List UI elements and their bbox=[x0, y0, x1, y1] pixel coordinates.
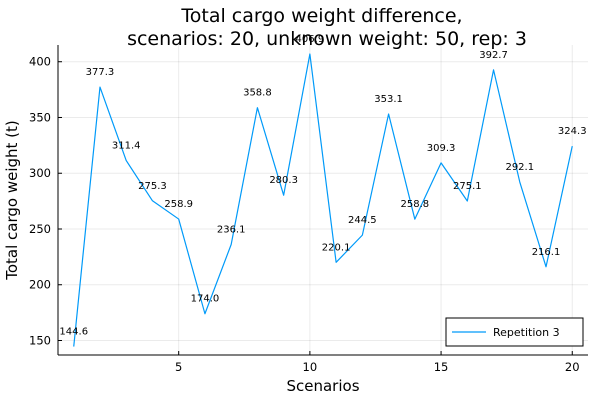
x-tick-label: 10 bbox=[303, 360, 318, 374]
data-label: 406.9 bbox=[296, 34, 325, 45]
y-tick-label: 400 bbox=[29, 55, 51, 69]
y-axis-label: Total cargo weight (t) bbox=[3, 120, 21, 281]
data-label: 377.3 bbox=[86, 67, 115, 78]
tick-labels: 5 10 15 20 150 200 250 300 350 400 bbox=[29, 55, 580, 374]
x-tick-label: 15 bbox=[434, 360, 449, 374]
axes bbox=[57, 45, 588, 356]
x-tick-label: 5 bbox=[175, 360, 182, 374]
y-tick-label: 300 bbox=[29, 166, 51, 180]
chart-title-line-1: Total cargo weight difference, bbox=[180, 5, 462, 27]
data-label: 275.3 bbox=[138, 181, 167, 192]
legend: Repetition 3 bbox=[445, 317, 584, 347]
series-layer bbox=[73, 53, 573, 347]
data-label: 174.0 bbox=[191, 294, 220, 305]
y-tick-label: 250 bbox=[29, 222, 51, 236]
data-label: 275.1 bbox=[453, 181, 482, 192]
data-label: 358.8 bbox=[243, 88, 272, 99]
x-axis-label: Scenarios bbox=[286, 377, 359, 395]
data-label: 258.9 bbox=[164, 199, 193, 210]
legend-label: Repetition 3 bbox=[493, 326, 560, 339]
chart-title-line-2: scenarios: 20, unknown weight: 50, rep: … bbox=[127, 28, 527, 50]
data-label: 220.1 bbox=[322, 242, 351, 253]
data-label: 311.4 bbox=[112, 141, 141, 152]
y-tick-label: 150 bbox=[29, 334, 51, 348]
data-label: 144.6 bbox=[59, 327, 88, 338]
data-label: 353.1 bbox=[374, 94, 403, 105]
data-label: 292.1 bbox=[505, 162, 534, 173]
data-label: 280.3 bbox=[269, 175, 298, 186]
data-labels: 144.6 377.3 311.4 275.3 258.9 174.0 236.1 358.8… bbox=[59, 34, 586, 337]
y-tick-label: 200 bbox=[29, 278, 51, 292]
data-label: 258.8 bbox=[401, 199, 430, 210]
x-tick-label: 20 bbox=[565, 360, 580, 374]
data-label: 236.1 bbox=[217, 224, 246, 235]
grid bbox=[58, 45, 588, 355]
data-label: 324.3 bbox=[558, 126, 587, 137]
y-tick-label: 350 bbox=[29, 110, 51, 124]
data-label: 244.5 bbox=[348, 215, 377, 226]
data-label: 309.3 bbox=[427, 143, 456, 154]
data-label: 216.1 bbox=[532, 247, 561, 258]
series-line bbox=[73, 53, 573, 347]
data-label: 392.7 bbox=[479, 50, 508, 61]
